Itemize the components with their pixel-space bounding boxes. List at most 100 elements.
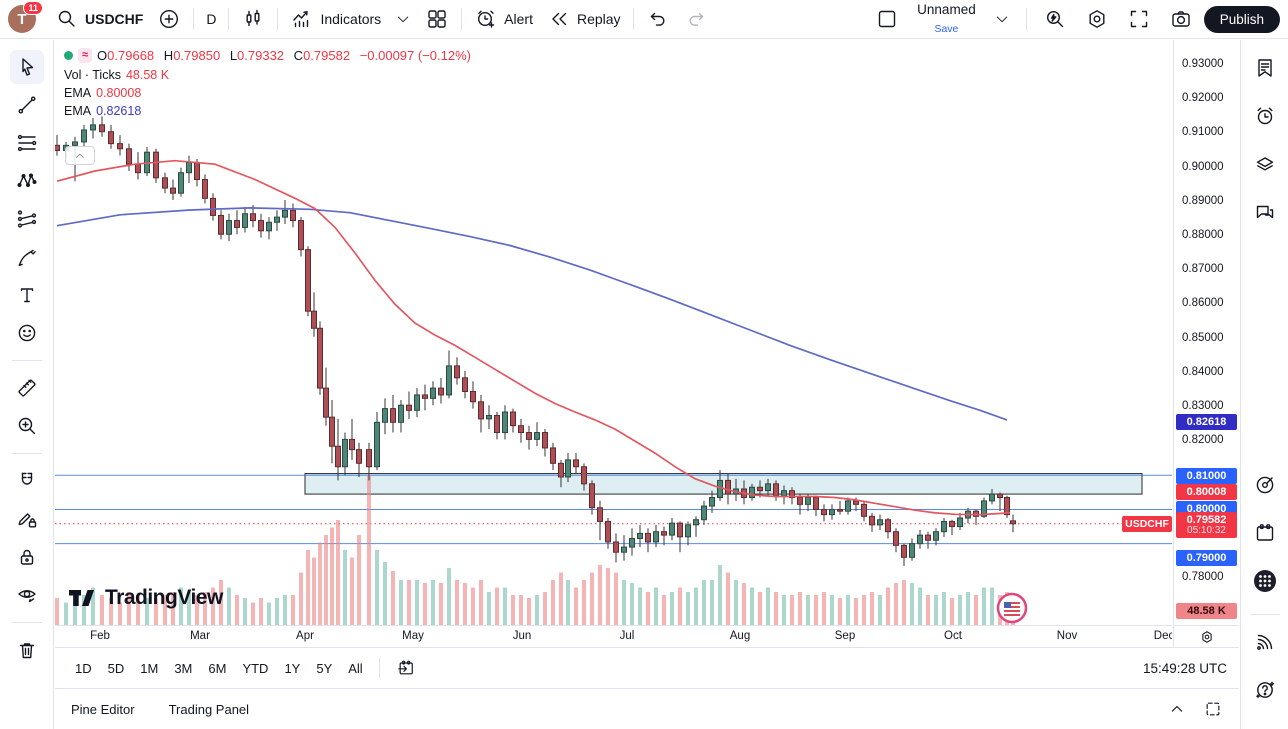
legend-collapse-button[interactable] <box>65 146 95 165</box>
price-tick-label: 0.88000 <box>1182 228 1224 241</box>
chart-style-button[interactable] <box>234 3 272 35</box>
chart-canvas[interactable] <box>55 40 1172 625</box>
gear-icon <box>1089 10 1105 28</box>
range-5y-button[interactable]: 5Y <box>316 660 333 676</box>
help-button[interactable] <box>1248 673 1282 707</box>
alert-button[interactable]: Alert <box>467 3 540 35</box>
interval-button[interactable]: D <box>199 7 223 31</box>
chat-button[interactable] <box>1248 195 1282 229</box>
candle <box>645 532 651 543</box>
quick-search-button[interactable] <box>1036 3 1074 35</box>
apps-menu-button[interactable] <box>1248 564 1282 598</box>
toolbar-divider <box>461 8 463 30</box>
axis-settings-corner[interactable] <box>1173 625 1239 647</box>
measure-tool-button[interactable] <box>10 371 44 405</box>
candle <box>534 432 540 440</box>
redo-button[interactable] <box>677 3 715 35</box>
settings-button[interactable] <box>1078 3 1116 35</box>
watchlist-button[interactable] <box>1248 51 1282 85</box>
remove-drawings-button[interactable] <box>10 633 44 667</box>
session-clock[interactable]: 15:49:28 UTC <box>1142 660 1227 676</box>
replay-button[interactable]: Replay <box>540 3 628 35</box>
projection-tool-button[interactable] <box>10 202 44 236</box>
cursor-icon <box>21 58 33 76</box>
time-tick-label: Oct <box>944 630 962 642</box>
candle <box>701 505 707 521</box>
candle <box>717 479 723 499</box>
alerts-panel-button[interactable] <box>1248 99 1282 133</box>
layout-select-button[interactable] <box>868 3 906 35</box>
cursor-tool-button[interactable] <box>9 50 44 84</box>
user-avatar[interactable]: T 11 <box>8 1 43 33</box>
expand-panel-button[interactable] <box>1167 699 1187 719</box>
dom-panel-button[interactable] <box>1248 625 1282 659</box>
screenshot-button[interactable] <box>1162 3 1200 35</box>
brush-tool-button[interactable] <box>10 240 44 274</box>
range-all-button[interactable]: All <box>348 660 363 676</box>
range-1m-button[interactable]: 1M <box>140 660 159 676</box>
time-tick-label: Dec <box>1153 630 1172 642</box>
tab-trading-panel[interactable]: Trading Panel <box>168 701 250 717</box>
candle <box>861 503 867 517</box>
legend-symbol-row[interactable]: ≈ O0.79668 H0.79850 L0.79332 C0.79582 −0… <box>64 48 471 63</box>
volume-layer <box>55 475 1015 625</box>
time-axis[interactable]: Feb Mar Apr May Jun Jul Aug Sep Oct Nov Dec <box>55 625 1172 647</box>
grid-layout-button[interactable] <box>418 3 456 35</box>
economic-event-icon[interactable] <box>996 592 1028 625</box>
trend-line-tool-button[interactable] <box>10 88 44 122</box>
calendar-button[interactable] <box>1248 516 1282 550</box>
save-link[interactable]: Save <box>934 22 959 35</box>
compare-symbol-button[interactable] <box>150 3 188 35</box>
price-tick-label: 0.89000 <box>1182 194 1224 207</box>
candle <box>797 497 803 505</box>
indicators-button[interactable]: Indicators <box>283 3 388 35</box>
candle <box>374 421 380 468</box>
candle <box>99 124 105 133</box>
drawing-mode-lock-button[interactable] <box>10 502 44 536</box>
candle <box>837 508 843 512</box>
candle <box>989 493 995 502</box>
lock-drawings-button[interactable] <box>10 540 44 574</box>
toolbar-divider <box>193 8 195 30</box>
maximize-panel-button[interactable] <box>1203 699 1223 719</box>
magnet-mode-button[interactable] <box>10 464 44 498</box>
fullscreen-button[interactable] <box>1120 3 1158 35</box>
range-3m-button[interactable]: 3M <box>174 660 193 676</box>
text-tool-button[interactable] <box>10 278 44 312</box>
legend-volume-row[interactable]: Vol · Ticks 48.58 K <box>64 68 471 82</box>
range-5d-button[interactable]: 5D <box>107 660 125 676</box>
candle <box>917 534 923 545</box>
candle <box>126 148 132 165</box>
candle <box>290 209 296 222</box>
range-6m-button[interactable]: 6M <box>208 660 227 676</box>
chart-plot-area[interactable]: ≈ O0.79668 H0.79850 L0.79332 C0.79582 −0… <box>55 40 1172 625</box>
pattern-tool-button[interactable] <box>10 164 44 198</box>
candles-layer <box>55 116 1016 566</box>
hide-drawings-button[interactable] <box>10 578 44 612</box>
fib-tool-button[interactable] <box>10 126 44 160</box>
range-ytd-button[interactable]: YTD <box>242 660 269 676</box>
undo-button[interactable] <box>639 3 677 35</box>
save-layout-button[interactable]: Unnamed Save <box>910 0 983 39</box>
candle <box>526 432 532 440</box>
layout-menu-button[interactable] <box>987 7 1017 31</box>
object-tree-button[interactable] <box>1248 147 1282 181</box>
legend-ema-slow-row[interactable]: EMA 0.82618 <box>64 104 471 118</box>
candle <box>933 531 939 541</box>
symbol-search-button[interactable]: USDCHF <box>48 3 150 35</box>
indicator-templates-button[interactable] <box>388 7 418 31</box>
price-axis[interactable]: 0.93000 0.92000 0.91000 0.90000 0.89000 0.880… <box>1173 40 1239 625</box>
tab-pine-editor[interactable]: Pine Editor <box>71 701 135 717</box>
go-to-date-button[interactable] <box>388 654 424 682</box>
pencil-lock-icon <box>18 513 36 528</box>
range-1d-button[interactable]: 1D <box>75 660 92 676</box>
zoom-in-tool-button[interactable] <box>10 409 44 443</box>
legend-ema-fast-row[interactable]: EMA 0.80008 <box>64 86 471 100</box>
range-1y-button[interactable]: 1Y <box>284 660 301 676</box>
candle <box>282 209 288 218</box>
eye-hide-icon <box>17 590 36 603</box>
publish-button[interactable]: Publish <box>1203 5 1280 33</box>
candle <box>178 172 184 194</box>
emoji-tool-button[interactable] <box>10 316 44 350</box>
screener-button[interactable] <box>1248 468 1282 502</box>
